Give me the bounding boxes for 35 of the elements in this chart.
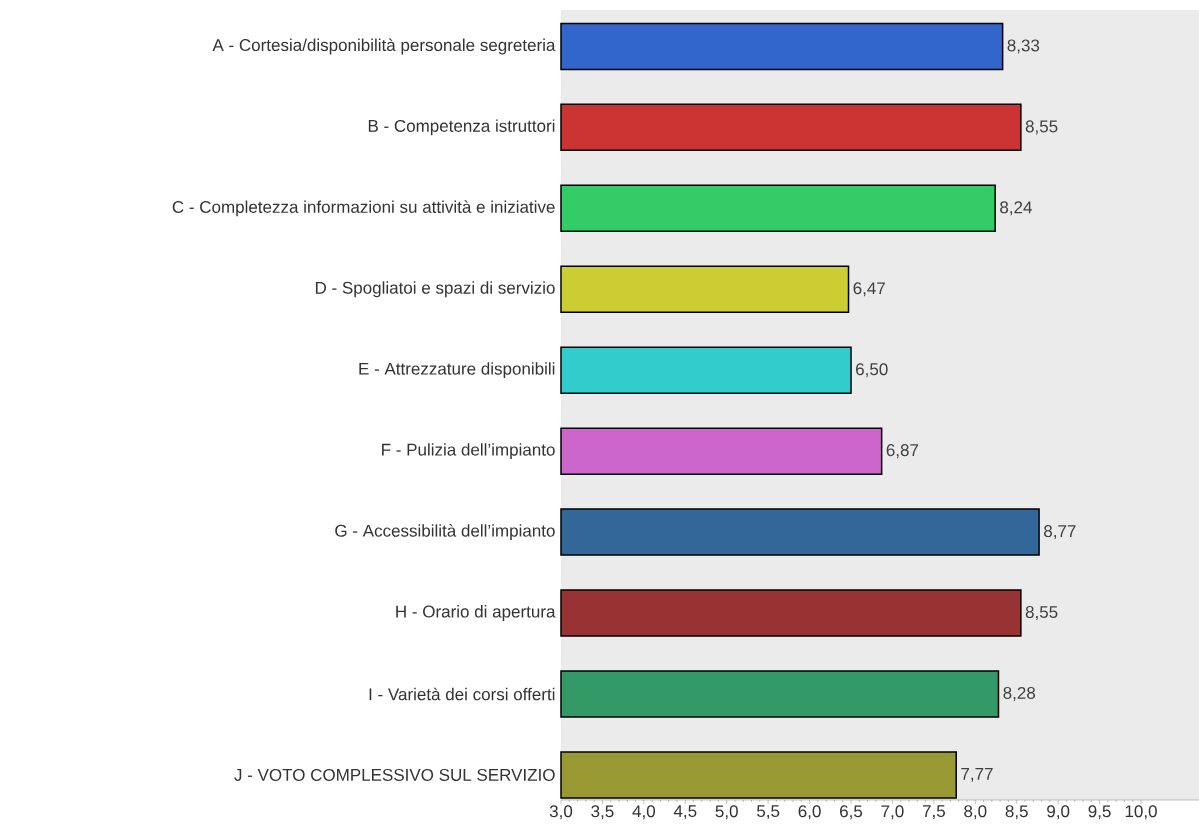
x-tick-label: 5,0: [715, 805, 738, 820]
y-tick-label: G - Accessibilità dell’impianto: [335, 524, 555, 541]
y-tick-label: A - Cortesia/disponibilità personale segreteria: [212, 38, 556, 55]
x-tick-label: 5,5: [757, 805, 780, 820]
y-tick-label: C - Completezza informazioni su attività e iniziative: [172, 200, 555, 217]
y-tick-label: J - VOTO COMPLESSIVO SUL SERVIZIO: [234, 768, 555, 781]
x-tick-label: 10,0: [1125, 805, 1157, 820]
y-tick-label: H - Orario di apertura: [396, 605, 556, 621]
data-label: 8,55: [1025, 606, 1058, 621]
x-tick-label: 6,0: [798, 805, 821, 820]
x-tick-label: 9,0: [1047, 805, 1070, 820]
x-tick-label: 9,5: [1088, 805, 1111, 820]
x-tick-label: 3,0: [549, 805, 573, 820]
data-label: 8,28: [1003, 686, 1036, 701]
x-tick-label: 4,0: [632, 805, 656, 820]
x-tick-label: 4,5: [673, 805, 697, 820]
y-tick-label: D - Spogliatoi e spazi di servizio: [315, 281, 555, 298]
data-label: 8,24: [1000, 201, 1032, 216]
x-tick-label: 3,5: [591, 805, 614, 820]
data-label: 8,77: [1044, 525, 1076, 540]
x-tick-label: 7,0: [881, 805, 904, 820]
y-tick-label: B - Competenza istruttori: [368, 119, 555, 136]
data-label: 6,87: [886, 444, 919, 459]
data-label: 6,50: [856, 363, 888, 378]
data-label: 8,55: [1025, 120, 1058, 135]
x-tick-label: 8,5: [1005, 805, 1028, 820]
data-label: 7,77: [961, 767, 993, 782]
data-label: 8,33: [1007, 39, 1040, 54]
y-tick-label: I - Varietà dei corsi offerti: [369, 687, 555, 701]
data-label: 6,47: [853, 282, 885, 297]
x-tick-label: 6,5: [840, 805, 863, 820]
y-tick-label: E - Attrezzature disponibili: [359, 362, 555, 379]
x-tick-label: 8,0: [964, 805, 987, 820]
y-tick-label: F - Pulizia dell’impianto: [382, 443, 555, 460]
x-tick-label: 7,5: [922, 805, 945, 820]
